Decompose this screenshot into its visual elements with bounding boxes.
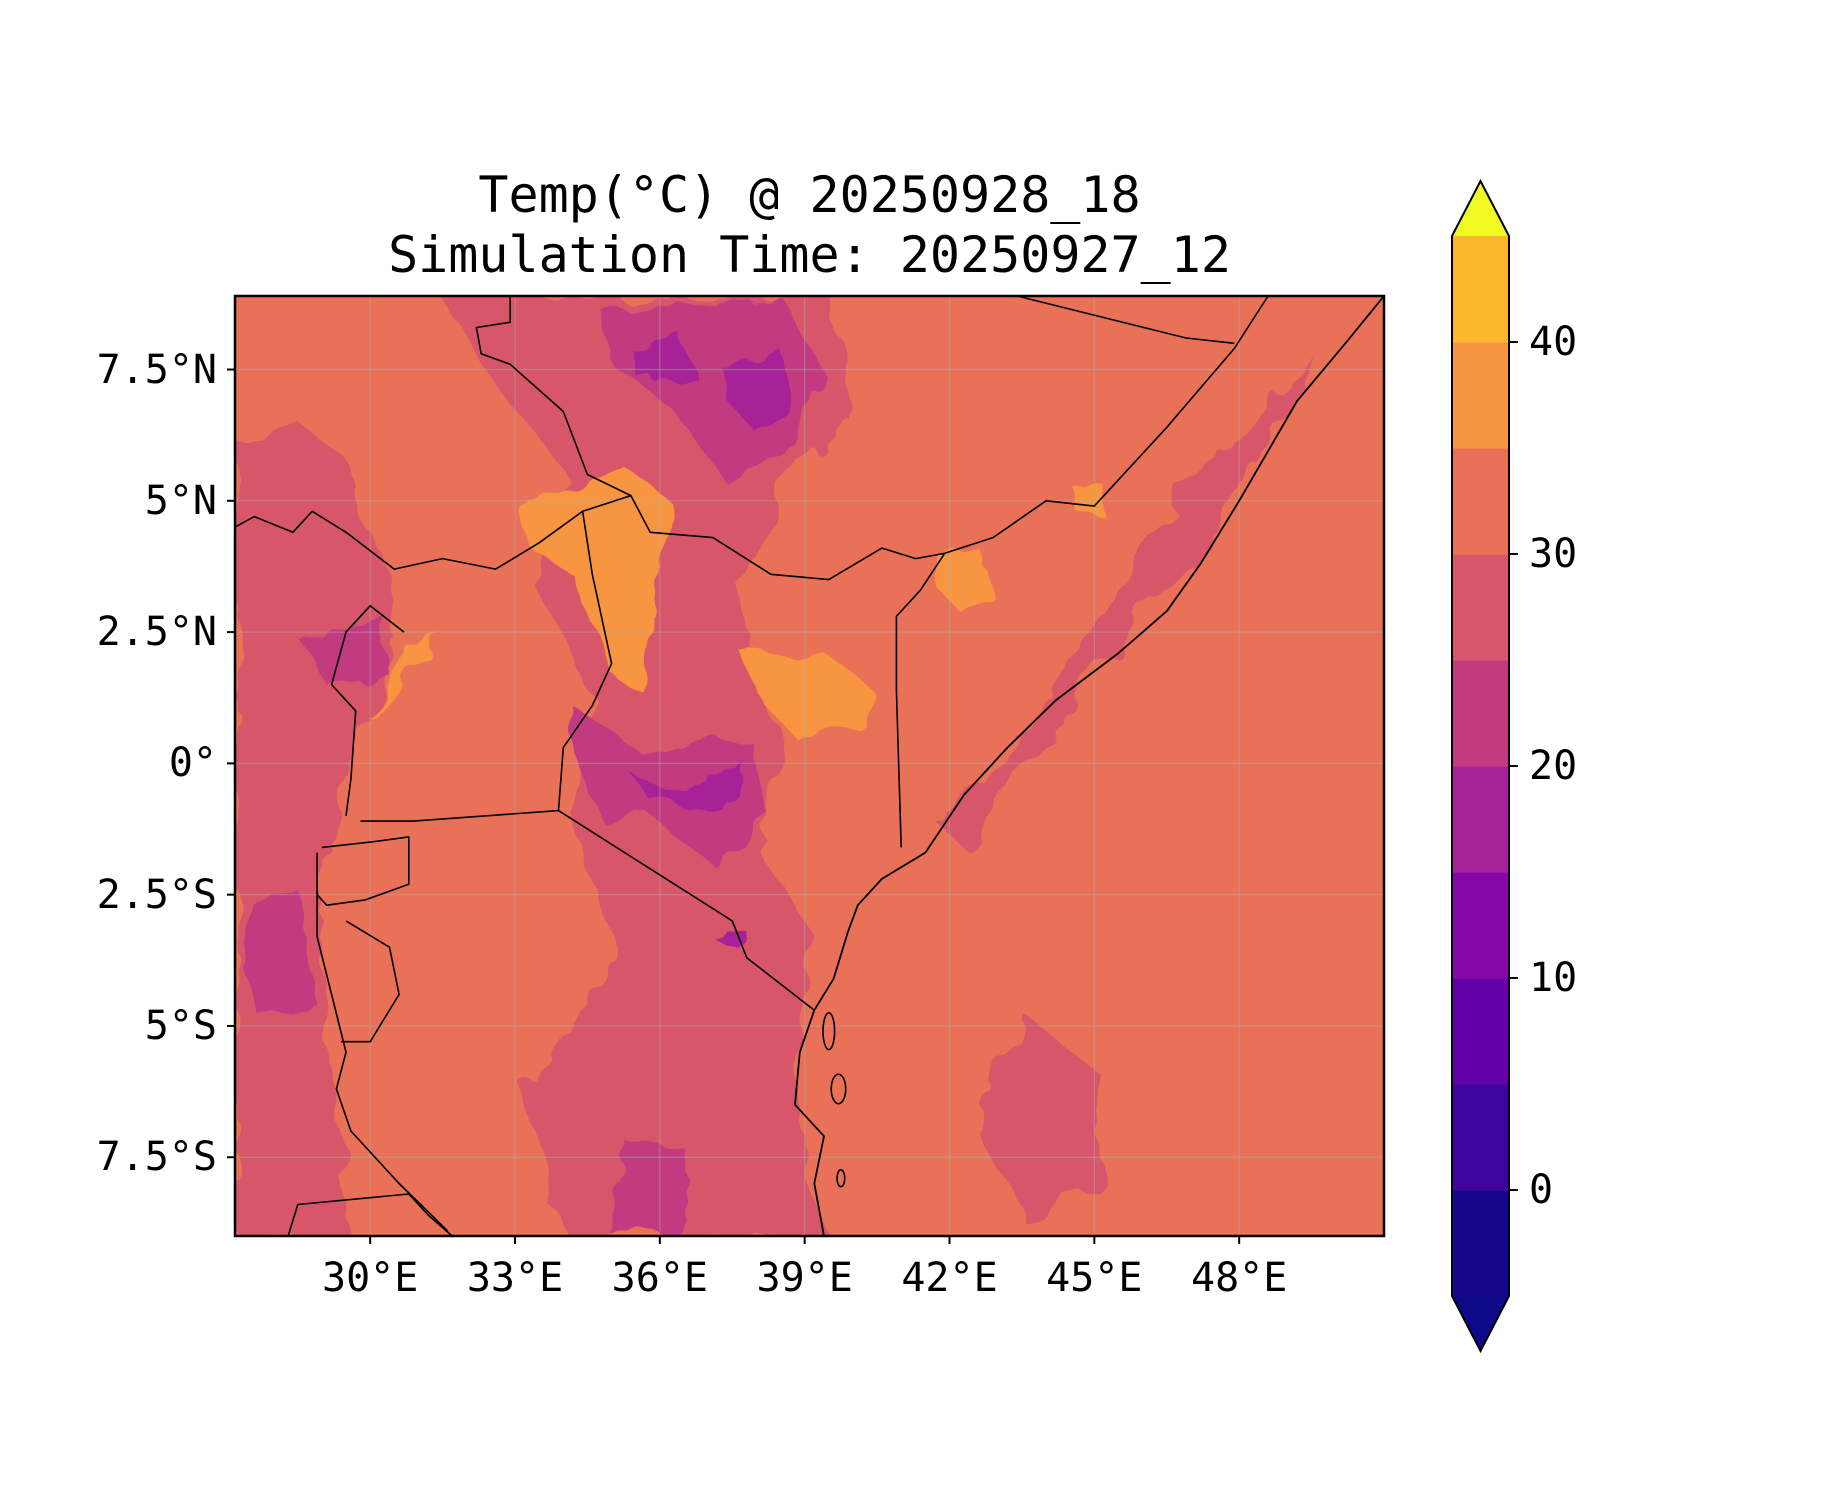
- colorbar-segment: [1452, 236, 1509, 343]
- island-outline: [830, 1073, 847, 1105]
- contour-fill: [235, 296, 1384, 1236]
- country-borders: [235, 296, 1384, 1236]
- border-line: [316, 852, 448, 1232]
- y-tick-label: 7.5°N: [96, 346, 217, 393]
- x-tick-label: 45°E: [1046, 1255, 1143, 1301]
- x-tick-label: 39°E: [756, 1255, 853, 1301]
- plot-subtitle: Simulation Time: 20250927_12: [388, 226, 1231, 284]
- contour-region: [572, 705, 771, 874]
- y-tick-label: 5°S: [144, 1002, 217, 1049]
- colorbar-segment: [1452, 342, 1509, 449]
- border-line: [794, 296, 1384, 1236]
- contour-region: [365, 632, 438, 717]
- y-tick-label: 5°N: [144, 477, 217, 524]
- contour-region: [1065, 479, 1109, 522]
- colorbar-extend-max: [1452, 181, 1509, 236]
- border-line: [557, 511, 613, 811]
- y-tick-label: 2.5°N: [96, 609, 217, 656]
- x-tick-label: 30°E: [322, 1255, 419, 1301]
- x-tick-label: 48°E: [1190, 1255, 1288, 1301]
- axis-ticks: [227, 368, 1241, 1244]
- contour-region: [717, 353, 800, 433]
- plot-title: Temp(°C) @ 20250928_18: [478, 166, 1141, 224]
- colorbar-segment: [1452, 766, 1509, 873]
- contour-region: [626, 763, 747, 811]
- colorbar-segment: [1452, 1084, 1509, 1191]
- contour-region: [611, 1141, 689, 1236]
- grid-lines: [235, 296, 1384, 1236]
- map-frame: [233, 294, 1386, 1238]
- border-line: [316, 836, 410, 906]
- colorbar-tick-label: 40: [1529, 319, 1578, 365]
- colorbar: [1451, 178, 1518, 1354]
- island-outline: [836, 1169, 846, 1188]
- border-line: [235, 296, 1269, 581]
- y-tick-label: 7.5°S: [96, 1134, 217, 1181]
- border-line: [895, 552, 946, 848]
- island-outline: [822, 1012, 836, 1051]
- colorbar-tick-label: 20: [1529, 743, 1578, 789]
- border-line: [475, 296, 632, 497]
- colorbar-segment: [1452, 660, 1509, 767]
- colorbar-tick-label: 0: [1529, 1167, 1554, 1213]
- y-tick-label: 2.5°S: [96, 871, 217, 918]
- contour-region: [302, 616, 390, 685]
- contour-region: [741, 647, 873, 738]
- border-line: [360, 809, 815, 1011]
- border-line: [341, 920, 400, 1043]
- x-tick-label: 33°E: [466, 1255, 564, 1301]
- contour-region: [717, 926, 747, 948]
- contour-region: [978, 1025, 1104, 1221]
- colorbar-segment: [1452, 978, 1509, 1085]
- colorbar-tick-label: 10: [1529, 955, 1578, 1001]
- border-line: [1016, 296, 1235, 345]
- y-tick-label: 0°: [168, 740, 217, 787]
- contour-region: [239, 894, 313, 1021]
- contour-region: [935, 353, 1317, 848]
- border-line: [330, 605, 405, 817]
- colorbar-tick-label: 30: [1529, 531, 1578, 577]
- colorbar-segment: [1452, 872, 1509, 979]
- contour-region: [630, 332, 694, 386]
- colorbar-segment: [1452, 1190, 1509, 1297]
- contour-region: [935, 548, 989, 612]
- colorbar-segment: [1452, 448, 1509, 555]
- colorbar-segment: [1452, 554, 1509, 661]
- colorbar-outline: [1451, 178, 1510, 1354]
- x-tick-label: 42°E: [901, 1255, 998, 1301]
- x-tick-label: 36°E: [611, 1255, 708, 1301]
- colorbar-extend-min: [1452, 1296, 1509, 1351]
- contour-region: [524, 469, 670, 685]
